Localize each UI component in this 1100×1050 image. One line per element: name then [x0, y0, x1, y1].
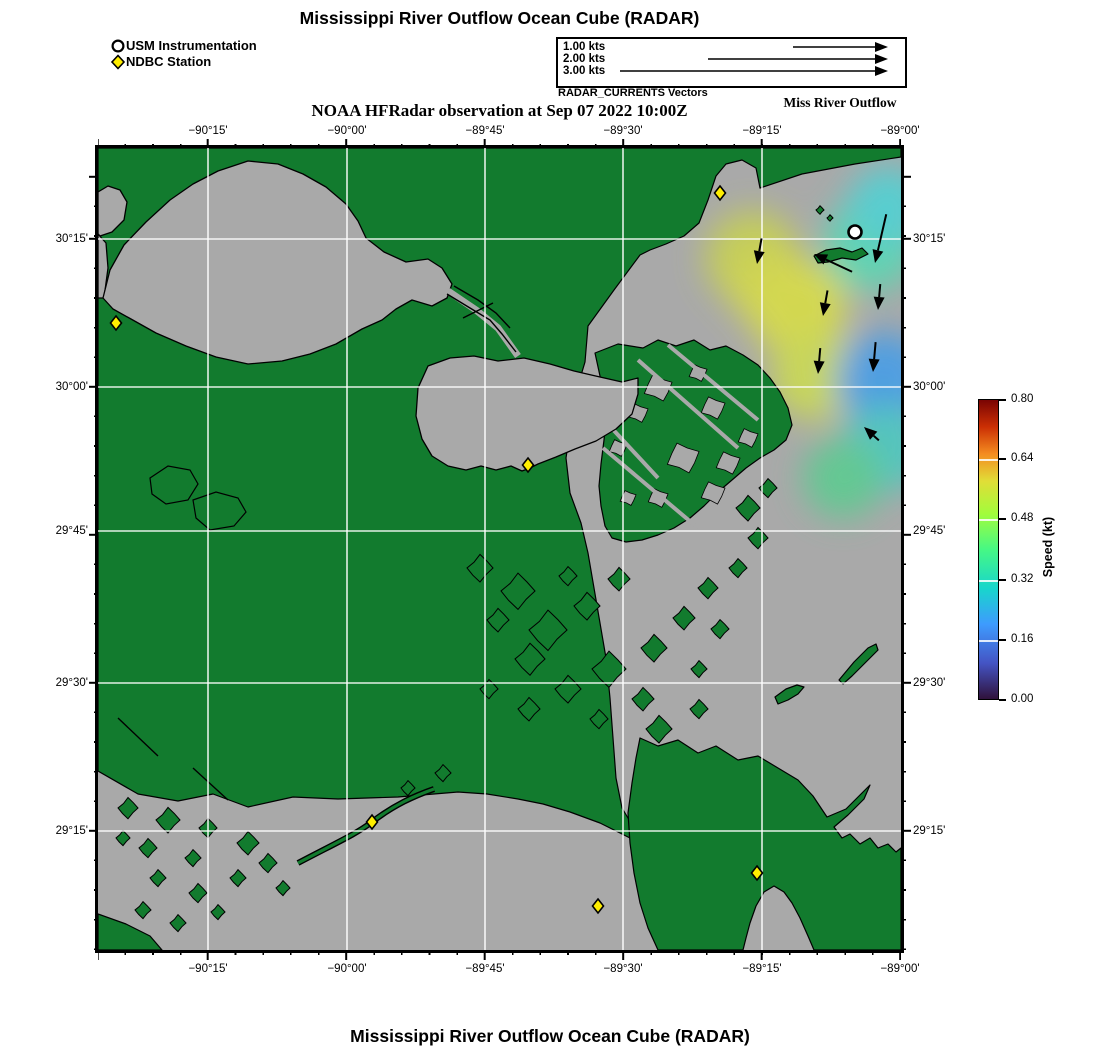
- colorbar-label-032: 0.32: [1011, 573, 1034, 585]
- colorbar-gridline: [979, 519, 998, 521]
- colorbar-tick: [999, 579, 1006, 581]
- colorbar-gradient: [978, 399, 999, 700]
- channel-lines: [117, 285, 517, 801]
- legend-usm-label: USM Instrumentation: [126, 38, 257, 53]
- colorbar-label-016: 0.16: [1011, 633, 1034, 645]
- bottom-title: Mississippi River Outflow Ocean Cube (RA…: [350, 1026, 750, 1046]
- colorbar: [978, 399, 999, 700]
- lakes-layer: [98, 160, 639, 472]
- x-tick-bot-4: −89°30': [603, 963, 643, 975]
- observation-subtitle: NOAA HFRadar observation at Sep 07 2022 …: [311, 101, 688, 120]
- mississippi-delta: [627, 737, 901, 950]
- ndbc-station-marker: [109, 314, 123, 332]
- x-tick-bot-5: −89°15': [742, 963, 782, 975]
- x-tick-top-6: −89°00': [880, 125, 920, 137]
- colorbar-tick: [999, 699, 1006, 701]
- scale-caption: RADAR_CURRENTS Vectors: [558, 87, 708, 99]
- x-tick-top-1: −90°15': [188, 125, 228, 137]
- scale-row-1-label: 1.00 kts: [563, 41, 606, 53]
- swamp-lakes: [149, 465, 247, 531]
- map-plot: [98, 148, 901, 950]
- ndbc-station-marker: [521, 456, 535, 474]
- scale-row-2-label: 2.00 kts: [563, 53, 606, 65]
- chandeleur-island-south: [774, 684, 805, 705]
- ndbc-station-marker: [713, 184, 727, 202]
- y-tick-left-3: 29°45': [55, 525, 88, 537]
- y-tick-right-2: 30°00': [913, 381, 946, 393]
- scattered-islets: [115, 205, 834, 933]
- radar-speed-field: [705, 166, 901, 518]
- vector-scale-box: 1.00 kts 2.00 kts 3.00 kts: [556, 37, 907, 88]
- colorbar-label-048: 0.48: [1011, 512, 1034, 524]
- y-tick-right-3: 29°45': [913, 525, 946, 537]
- colorbar-tick: [999, 399, 1006, 401]
- marker-legend: USM Instrumentation NDBC Station: [110, 38, 257, 70]
- colorbar-tick: [999, 518, 1006, 520]
- y-tick-left-4: 29°30': [55, 677, 88, 689]
- x-tick-top-3: −89°45': [465, 125, 505, 137]
- y-tick-left-1: 30°15': [55, 233, 88, 245]
- colorbar-label-000: 0.00: [1011, 693, 1034, 705]
- y-tick-left-2: 30°00': [55, 381, 88, 393]
- chandeleur-island-north: [838, 643, 879, 685]
- colorbar-label-080: 0.80: [1011, 393, 1034, 405]
- x-tick-bot-2: −90°00': [327, 963, 367, 975]
- colorbar-tick: [999, 639, 1006, 641]
- y-tick-left-5: 29°15': [55, 825, 88, 837]
- biloxi-marsh: [594, 339, 793, 543]
- ndbc-diamond-icon: [110, 54, 126, 70]
- y-tick-right-4: 29°30': [913, 677, 946, 689]
- colorbar-gridline: [979, 580, 998, 582]
- lake-borgne: [415, 355, 639, 472]
- x-tick-bot-1: −90°15': [188, 963, 228, 975]
- marsh-channels: [591, 343, 760, 530]
- usm-site-marker: [847, 224, 863, 240]
- colorbar-gridline: [979, 459, 998, 461]
- scale-row-3-label: 3.00 kts: [563, 65, 606, 77]
- graticule-grid: [98, 148, 901, 950]
- page-title: Mississippi River Outflow Ocean Cube (RA…: [299, 8, 700, 28]
- x-tick-top-4: −89°30': [603, 125, 643, 137]
- ndbc-station-marker: [591, 897, 605, 915]
- colorbar-label-064: 0.64: [1011, 452, 1034, 464]
- x-tick-top-2: −90°00': [327, 125, 367, 137]
- colorbar-tick: [999, 458, 1006, 460]
- map-border: [95, 145, 904, 953]
- usm-circle-icon: [111, 39, 125, 53]
- y-tick-right-1: 30°15': [913, 233, 946, 245]
- colorbar-title: Speed (kt): [1041, 516, 1055, 578]
- ndbc-station-marker: [365, 813, 379, 831]
- current-vector-arrows: [753, 214, 888, 442]
- lake-pontchartrain: [102, 160, 453, 365]
- ndbc-station-marker: [750, 864, 764, 882]
- x-tick-top-5: −89°15': [742, 125, 782, 137]
- y-tick-right-5: 29°15': [913, 825, 946, 837]
- legend-ndbc-label: NDBC Station: [126, 54, 212, 69]
- outflow-annotation: Miss River Outflow: [783, 95, 897, 110]
- scale-arrows: [620, 42, 888, 76]
- station-markers: [109, 184, 863, 915]
- x-tick-bot-3: −89°45': [465, 963, 505, 975]
- lake-edge-strip: [98, 233, 109, 299]
- sw-corner-land: [98, 913, 163, 950]
- x-tick-bot-6: −89°00': [880, 963, 920, 975]
- colorbar-gridline: [979, 640, 998, 642]
